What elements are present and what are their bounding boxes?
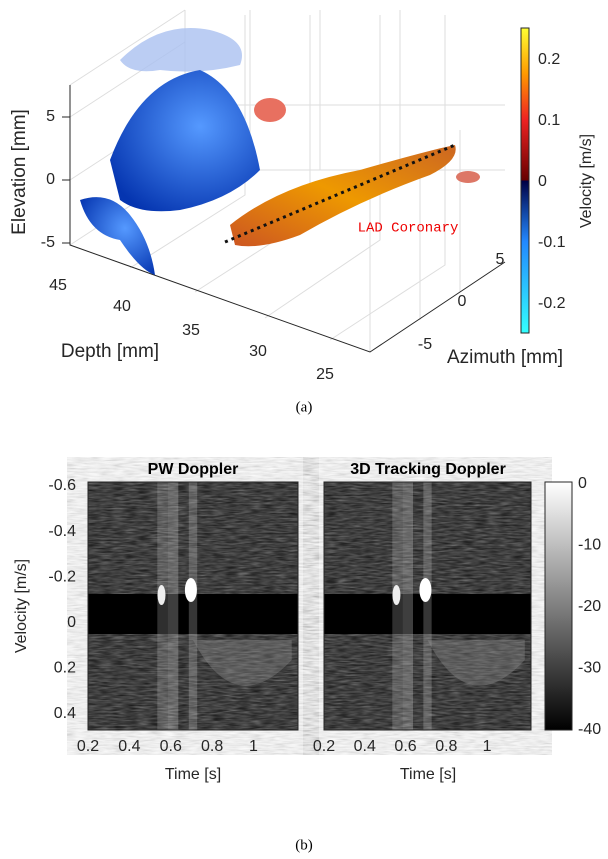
colorbar-tick-label: -40 [578, 721, 601, 738]
y-tick-label: 0 [67, 614, 76, 631]
colorbar-tick-label: -10 [578, 537, 601, 554]
x-axis-label: Time [s] [165, 766, 221, 783]
colorbar-tick-label: 0 [578, 475, 587, 492]
plot-title: PW Doppler [148, 461, 239, 478]
panel-b: PW Doppler 3D Tracking Doppler Velocity … [13, 461, 601, 853]
x-tick-label: 0.6 [160, 738, 182, 755]
plot-title: 3D Tracking Doppler [350, 461, 506, 478]
streak [167, 482, 179, 730]
elevation-label: Elevation [mm] [9, 109, 30, 235]
plot-frame [323, 481, 532, 731]
tick-label: 35 [182, 322, 200, 339]
colorbar-label: Velocity [m/s] [578, 134, 595, 228]
spot [184, 578, 197, 602]
x-axis-label: Time [s] [400, 766, 456, 783]
x-tick-label: 1 [483, 738, 492, 755]
tick-label: 0 [458, 293, 467, 310]
caption: (a) [296, 399, 313, 415]
spot [419, 578, 432, 602]
streak [392, 482, 403, 730]
x-tick-label: 0.6 [394, 738, 416, 755]
spot [392, 585, 401, 605]
x-tick-label: 0.4 [118, 738, 140, 755]
x-tick-label: 0.2 [313, 738, 335, 755]
colorbar [544, 481, 573, 731]
y-tick-label: -0.2 [48, 568, 76, 585]
y-tick-label: 0.4 [54, 705, 76, 722]
tick-label: 45 [49, 277, 67, 294]
depth-label: Depth [mm] [61, 341, 159, 362]
colorbar-tick-label: -30 [578, 660, 601, 677]
tick-label: 0.2 [538, 51, 560, 68]
azimuth-label: Azimuth [mm] [447, 347, 563, 368]
streak [157, 482, 168, 730]
3d-box [62, 9, 506, 353]
tick-label: 5 [46, 108, 55, 125]
tick-label: 0 [538, 173, 547, 190]
panel-a: LAD Coronary Elevation [mm] Depth [mm] A… [9, 9, 595, 415]
plot-frame [87, 481, 299, 731]
streak [402, 482, 414, 730]
colorbar [520, 27, 530, 334]
spot [157, 585, 166, 605]
annotation: LAD Coronary [358, 221, 459, 237]
caption: (b) [295, 837, 313, 853]
tick-label: 30 [249, 343, 267, 360]
tick-label: -5 [41, 234, 55, 251]
tick-label: -0.1 [538, 234, 566, 251]
flow [193, 640, 292, 686]
x-tick-label: 0.8 [201, 738, 223, 755]
y-tick-label: 0.2 [54, 660, 76, 677]
tick-label: -0.2 [538, 295, 566, 312]
surfaces [80, 28, 480, 275]
tick-label: 25 [316, 366, 334, 383]
x-tick-label: 1 [249, 738, 258, 755]
tick-label: 40 [113, 298, 131, 315]
colorbar-tick-label: -20 [578, 598, 601, 615]
tick-label: 5 [496, 251, 505, 268]
streak [188, 482, 198, 730]
x-tick-label: 0.2 [77, 738, 99, 755]
tick-label: -5 [418, 336, 432, 353]
y-axis-label: Velocity [m/s] [13, 559, 30, 653]
tick-label: 0.1 [538, 112, 560, 129]
y-tick-label: -0.6 [48, 477, 76, 494]
flow [427, 640, 525, 686]
spectrogram [87, 481, 532, 731]
streak [423, 482, 432, 730]
x-tick-label: 0.8 [435, 738, 457, 755]
x-tick-label: 0.4 [354, 738, 376, 755]
tick-label: 0 [46, 171, 55, 188]
y-tick-label: -0.4 [48, 523, 76, 540]
